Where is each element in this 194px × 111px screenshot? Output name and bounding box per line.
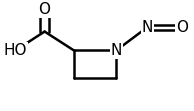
Text: O: O — [176, 20, 188, 35]
Text: HO: HO — [4, 43, 27, 58]
Text: O: O — [39, 2, 51, 17]
Text: N: N — [111, 43, 122, 58]
Text: N: N — [142, 20, 153, 35]
